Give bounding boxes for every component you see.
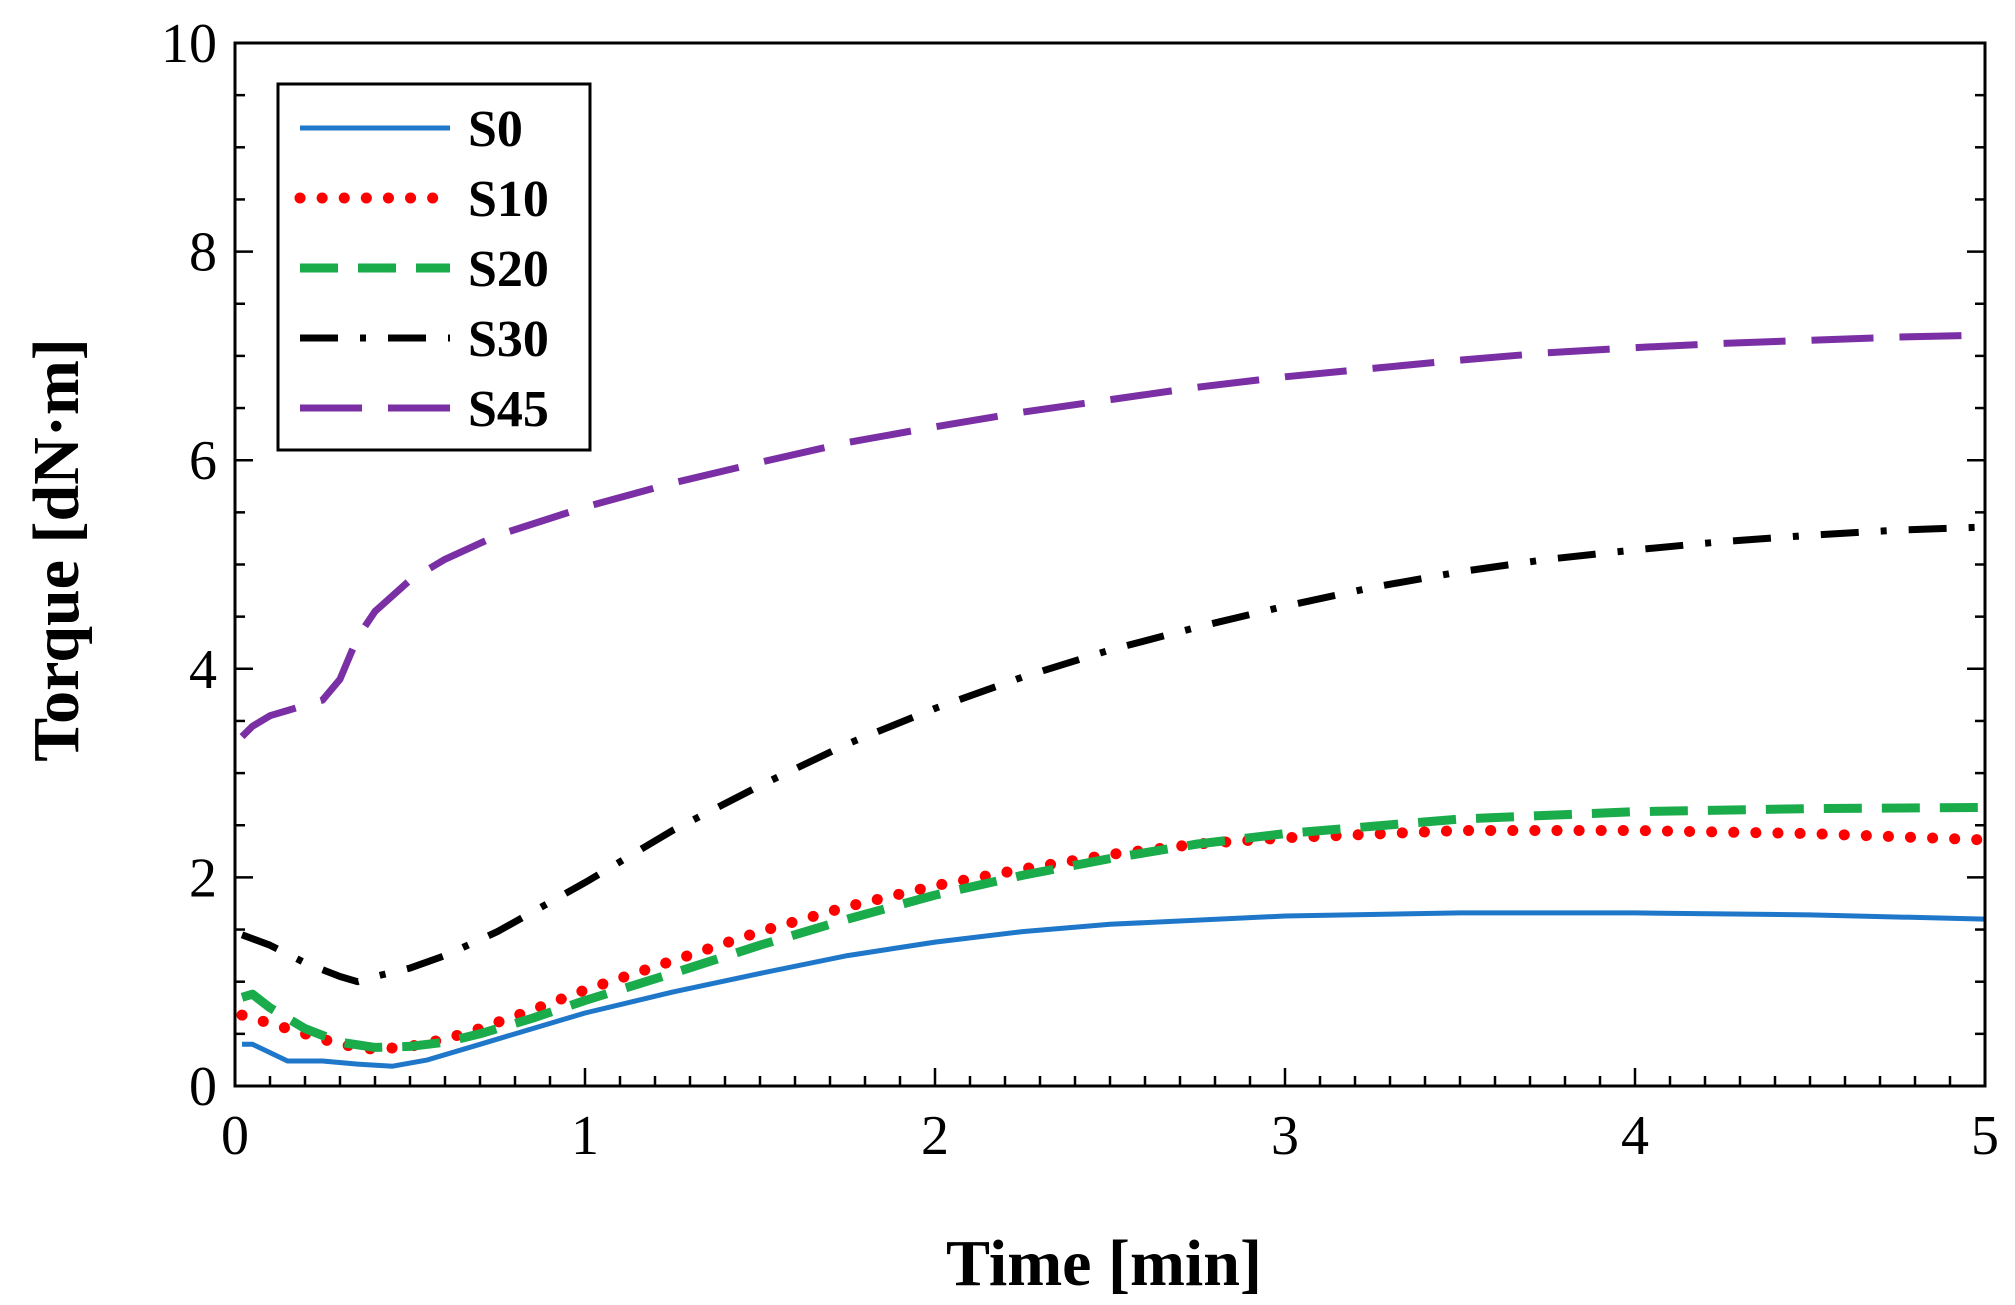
series-line-s10	[236, 825, 1991, 1055]
plot-area	[236, 331, 1991, 1069]
series-line-s0	[242, 910, 1986, 1069]
legend-label-s10: S10	[468, 171, 549, 228]
legend-label-s45: S45	[468, 381, 549, 438]
y-tick-label: 8	[189, 222, 217, 284]
x-tick-label: 1	[571, 1105, 599, 1167]
y-tick-label: 2	[189, 847, 217, 909]
y-tick-label: 0	[189, 1056, 217, 1118]
legend-label-s0: S0	[468, 101, 523, 158]
y-tick-label: 6	[189, 430, 217, 492]
legend: S0 S10 S20 S30 S45	[276, 82, 592, 452]
series-line-s30	[240, 523, 1986, 986]
series-line-s45	[239, 331, 1986, 740]
x-axis-title: Time [min]	[946, 1227, 1262, 1300]
legend-label-s20: S20	[468, 241, 549, 298]
legend-label-s30: S30	[468, 311, 549, 368]
x-tick-label: 2	[921, 1105, 949, 1167]
y-axis-title: Torque [dN·m]	[20, 338, 93, 762]
x-tick-label: 0	[221, 1105, 249, 1167]
x-tick-label: 5	[1971, 1105, 1999, 1167]
axes: 0 2 4 6 8 10 0 1 2 3 4 5	[161, 13, 1999, 1167]
y-tick-label: 10	[161, 13, 217, 75]
x-tick-label: 4	[1621, 1105, 1649, 1167]
x-tick-label: 3	[1271, 1105, 1299, 1167]
y-tick-label: 4	[189, 639, 217, 701]
